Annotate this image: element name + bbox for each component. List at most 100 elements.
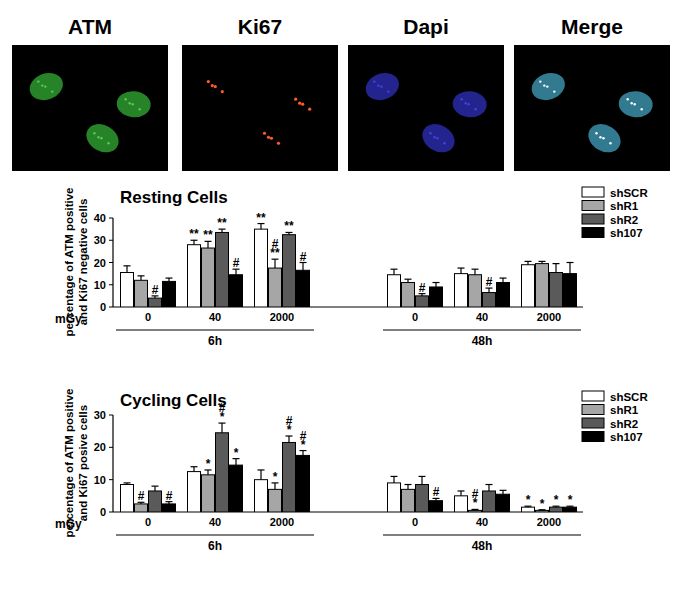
legend-swatch xyxy=(582,214,604,224)
error-cap xyxy=(567,262,574,263)
nucleus xyxy=(618,90,654,119)
x-tick-label: 0 xyxy=(412,516,418,528)
y-tick xyxy=(109,262,113,263)
y-tick-label: 10 xyxy=(94,279,106,291)
speckle xyxy=(211,84,214,87)
speckle xyxy=(630,102,632,104)
group-bracket xyxy=(383,329,581,330)
speckle xyxy=(543,84,545,86)
speckle xyxy=(214,85,217,88)
bar xyxy=(121,485,134,512)
error-bar xyxy=(486,485,493,491)
nucleus xyxy=(528,69,569,105)
y-tick-label: 30 xyxy=(94,409,106,421)
error-bar xyxy=(433,283,440,287)
error-bar xyxy=(391,476,398,482)
x-tick-label: 40 xyxy=(209,516,221,528)
error-stem xyxy=(435,283,436,287)
speckle xyxy=(221,90,224,93)
y-axis-label: percentage of ATM positiveand Ki67 posiv… xyxy=(63,389,89,538)
speckle xyxy=(128,102,130,104)
error-stem xyxy=(460,268,461,274)
speckle xyxy=(124,98,126,100)
error-cap xyxy=(500,490,507,491)
y-tick-label: 20 xyxy=(94,441,106,453)
nucleus xyxy=(26,69,67,105)
significance-mark: ** xyxy=(256,211,266,225)
error-stem xyxy=(393,269,394,275)
legend-label: sh107 xyxy=(610,431,643,443)
significance-mark: ** xyxy=(203,228,213,242)
group-bracket xyxy=(116,534,314,535)
group-label: 6h xyxy=(208,334,222,348)
panel-background xyxy=(182,45,338,171)
significance-mark: * xyxy=(526,493,531,507)
legend-swatch xyxy=(582,187,604,197)
panel-label: Ki67 xyxy=(238,15,282,38)
bar xyxy=(188,472,201,512)
group-label: 48h xyxy=(472,539,493,553)
speckle xyxy=(298,102,301,105)
error-bar xyxy=(458,491,465,496)
error-bar xyxy=(472,269,479,275)
speckle xyxy=(443,142,445,144)
speckle xyxy=(373,80,375,82)
significance-mark: ** xyxy=(217,216,227,230)
error-cap xyxy=(391,476,398,477)
error-bar xyxy=(405,279,412,282)
bar xyxy=(564,507,577,512)
error-bar xyxy=(419,476,426,484)
legend-label: shR1 xyxy=(610,404,639,416)
speckle xyxy=(433,136,435,138)
error-cap xyxy=(391,269,398,270)
bar xyxy=(483,491,496,512)
significance-mark: # xyxy=(419,281,426,295)
speckle xyxy=(270,137,273,140)
speckle xyxy=(301,103,304,106)
micrograph xyxy=(182,45,338,171)
significance-mark: * xyxy=(273,470,278,484)
panel-background xyxy=(12,45,168,171)
error-cap xyxy=(486,484,493,485)
error-bar xyxy=(138,276,145,280)
speckle xyxy=(633,103,635,105)
bar xyxy=(497,283,510,307)
significance-mark: * xyxy=(568,493,573,507)
bar xyxy=(216,433,229,512)
y-axis-label-line: percentage of ATM positive xyxy=(63,389,75,538)
speckle xyxy=(387,90,389,92)
bar xyxy=(135,280,148,307)
speckle xyxy=(267,136,270,139)
significance-mark: * xyxy=(234,446,239,460)
bar xyxy=(202,248,215,307)
speckle xyxy=(107,142,109,144)
x-axis xyxy=(113,511,583,512)
speckle xyxy=(100,137,102,139)
error-cap xyxy=(433,282,440,283)
y-axis-label-line: and Ki67 posive cells xyxy=(77,405,89,521)
error-cap xyxy=(258,469,265,470)
significance-mark: # xyxy=(152,283,159,297)
error-stem xyxy=(274,259,275,268)
legend-label: shR1 xyxy=(610,200,639,212)
bar xyxy=(283,442,296,512)
x-tick-label: 0 xyxy=(412,311,418,323)
speckle xyxy=(277,142,280,145)
micrograph xyxy=(348,45,504,171)
error-stem xyxy=(488,485,489,491)
error-bar xyxy=(539,261,546,263)
bar xyxy=(497,494,510,512)
x-tick-label: 40 xyxy=(476,516,488,528)
error-cap xyxy=(553,263,560,264)
error-cap xyxy=(405,484,412,485)
error-bar xyxy=(500,490,507,494)
error-stem xyxy=(460,491,461,496)
bar xyxy=(430,287,443,307)
legend-label: sh107 xyxy=(610,227,643,239)
y-tick-label: 30 xyxy=(94,234,106,246)
bar xyxy=(230,465,243,512)
speckle xyxy=(546,85,548,87)
error-stem xyxy=(260,470,261,480)
x-tick-label: 2000 xyxy=(537,311,561,323)
nucleus xyxy=(362,69,403,105)
